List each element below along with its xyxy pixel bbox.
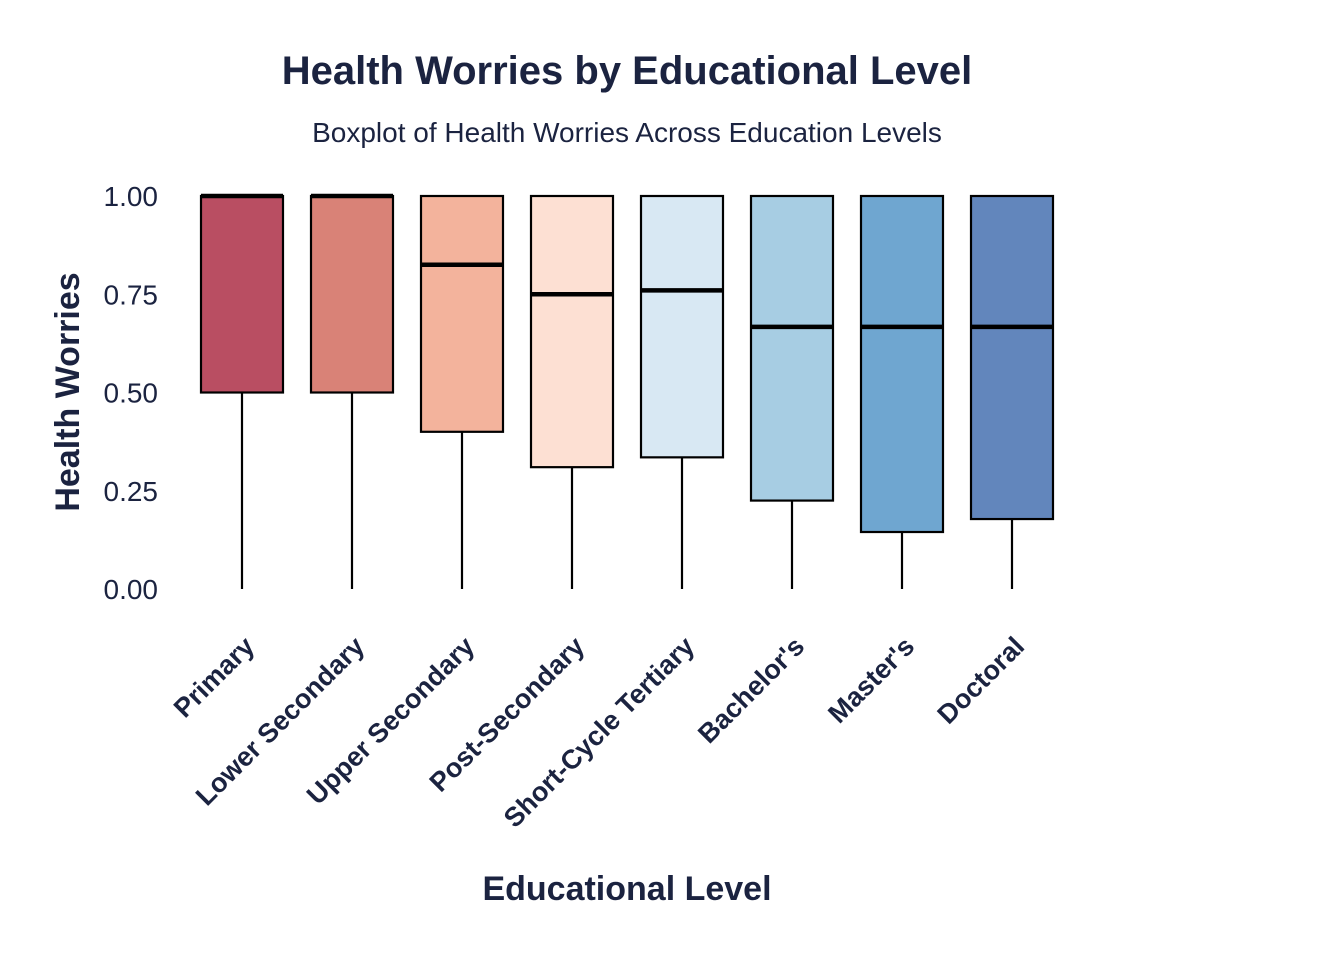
x-tick-label: Master's (822, 631, 920, 729)
x-axis-title: Educational Level (482, 870, 771, 908)
x-tick-label: Primary (168, 631, 260, 723)
y-axis-ticks: 0.00 0.25 0.50 0.75 1.00 (104, 181, 159, 605)
box-iqr (419, 194, 505, 433)
y-tick-label: 1.00 (104, 181, 159, 212)
box-iqr (639, 194, 725, 459)
y-tick-label: 0.00 (104, 574, 159, 605)
box-2 (419, 194, 505, 589)
box-iqr (529, 194, 615, 469)
chart-title: Health Worries by Educational Level (282, 49, 973, 93)
box-iqr (969, 194, 1055, 521)
y-tick-label: 0.75 (104, 279, 159, 310)
chart-subtitle: Boxplot of Health Worries Across Educati… (312, 117, 942, 148)
box-7 (969, 194, 1055, 589)
y-tick-label: 0.50 (104, 378, 159, 409)
box-iqr (749, 194, 835, 502)
y-axis-title: Health Worries (49, 272, 87, 511)
box-5 (749, 194, 835, 589)
x-tick-label: Doctoral (932, 631, 1031, 730)
box-iqr (309, 194, 395, 394)
box-4 (639, 194, 725, 589)
box-iqr (199, 194, 285, 394)
box-3 (529, 194, 615, 589)
box-6 (859, 194, 945, 589)
box-series (199, 193, 1055, 589)
x-tick-label: Bachelor's (692, 631, 810, 749)
x-tick-label: Short-Cycle Tertiary (498, 631, 700, 833)
box-1 (309, 193, 395, 589)
y-tick-label: 0.25 (104, 476, 159, 507)
box-iqr (859, 194, 945, 534)
box-0 (199, 193, 285, 589)
